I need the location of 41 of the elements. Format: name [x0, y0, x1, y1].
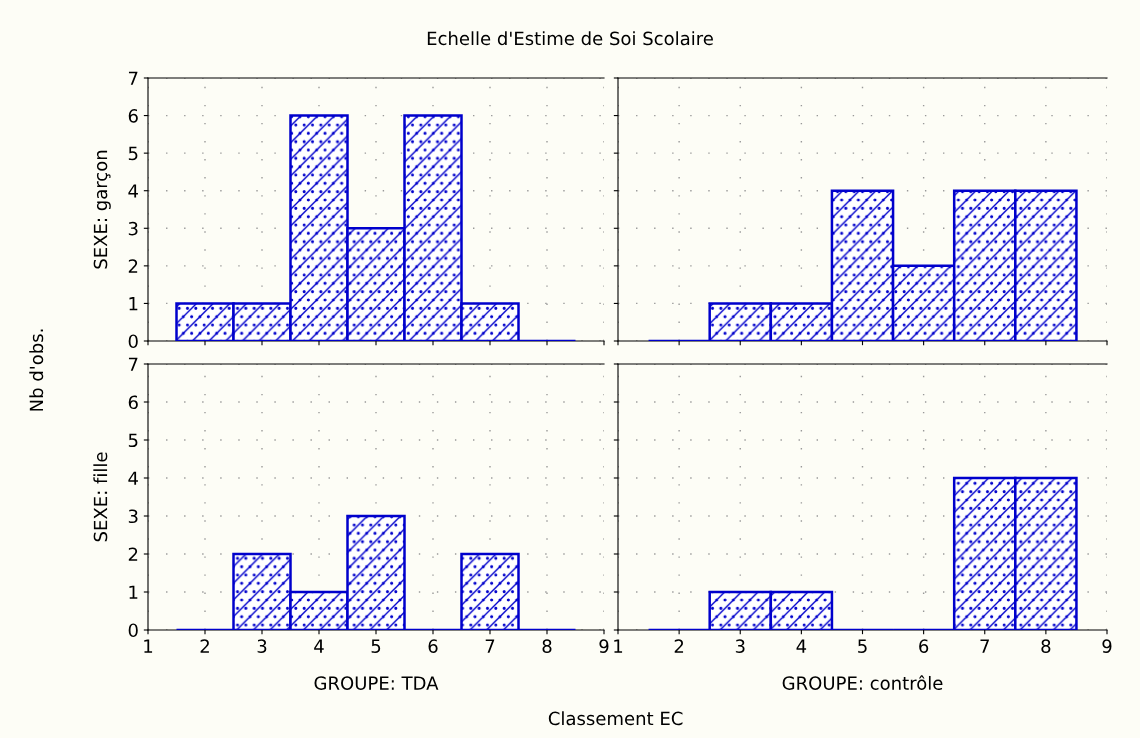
y-tick-label: 0	[128, 623, 138, 638]
x-tick-label: 2	[200, 639, 209, 653]
y-tick-label: 3	[128, 509, 138, 524]
x-axis-title: GROUPE: TDA	[314, 676, 439, 690]
x-tick-label: 4	[314, 639, 324, 653]
x-tick-label: 9	[599, 639, 609, 653]
x-axis-title: GROUPE: contrôle	[782, 675, 943, 690]
y-tick-label: 0	[128, 334, 138, 349]
y-tick-label: 5	[128, 433, 138, 448]
text: Classement EC	[548, 711, 683, 726]
text: Nb d'obs.	[29, 329, 44, 411]
x-tick-label: 6	[428, 639, 438, 653]
x-tick-label: 3	[735, 639, 745, 653]
x-tick-label: 1	[144, 639, 153, 653]
y-tick-label: 5	[128, 146, 138, 161]
y-tick-label: 6	[128, 109, 138, 123]
y-tick-label: 7	[128, 357, 138, 371]
y-tick-label: 2	[128, 547, 138, 561]
x-tick-label: 1	[614, 639, 623, 653]
y-axis-title: SEXE: fille	[93, 452, 108, 542]
y-tick-label: 1	[129, 585, 138, 599]
x-tick-label: 8	[542, 639, 552, 653]
y-tick-label: 6	[128, 395, 138, 410]
y-tick-label: 4	[128, 471, 138, 485]
x-tick-label: 2	[674, 639, 684, 653]
y-tick-label: 1	[129, 297, 138, 311]
x-tick-label: 6	[919, 639, 929, 653]
x-tick-label: 7	[980, 639, 989, 653]
x-tick-label: 9	[1102, 639, 1112, 653]
x-tick-label: 5	[858, 639, 867, 653]
y-axis-title: SEXE: garçon	[93, 150, 111, 269]
y-tick-label: 3	[128, 221, 138, 236]
x-tick-label: 7	[485, 639, 495, 653]
y-tick-label: 4	[128, 184, 138, 198]
x-tick-label: 8	[1041, 639, 1051, 653]
x-tick-label: 5	[371, 639, 381, 653]
y-tick-label: 7	[128, 71, 138, 85]
chart-title: Echelle d'Estime de Soi Scolaire	[427, 31, 713, 46]
x-tick-label: 3	[257, 639, 267, 653]
x-tick-label: 4	[796, 639, 807, 653]
y-tick-label: 2	[128, 259, 138, 273]
